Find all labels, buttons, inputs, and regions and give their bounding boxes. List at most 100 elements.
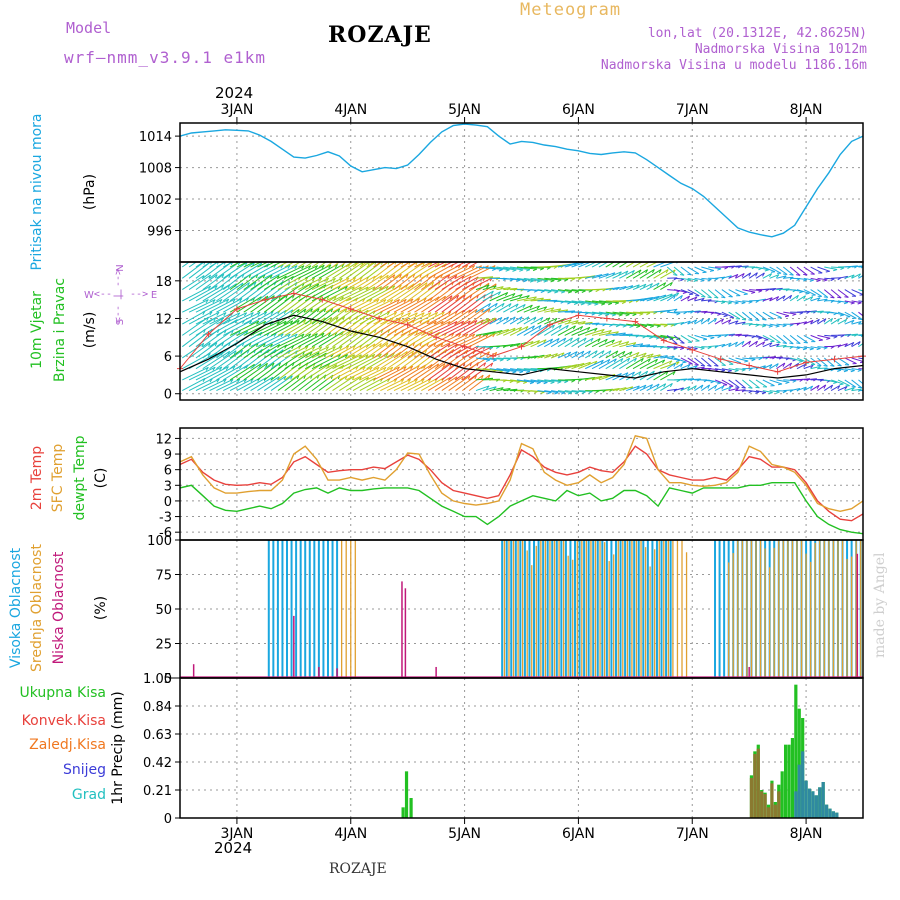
wind-arrow (291, 265, 318, 279)
wind-arrow (441, 262, 454, 268)
wind-arrow-head (539, 267, 544, 271)
gust-marker (831, 356, 838, 363)
wind-arrow (666, 362, 676, 370)
wind-arrow-head (816, 385, 820, 390)
wind-arrow (626, 323, 641, 327)
wind-arrow (796, 363, 807, 370)
wind-arrow (298, 262, 308, 268)
wind-arrow-head (449, 295, 453, 300)
wind-arrow-head (721, 318, 724, 323)
precip-bar (404, 771, 409, 818)
wind-arrow-head (486, 385, 490, 390)
wind-arrow (694, 266, 707, 273)
wind-arrow-head (475, 253, 477, 256)
wind-arrow (188, 378, 213, 392)
wind-arrow (803, 296, 814, 302)
wind-arrow (680, 277, 691, 281)
wind-arrow (257, 349, 284, 370)
temp-unit: (C) (93, 468, 109, 489)
wind-arrow (345, 276, 369, 291)
wind-arrow (844, 319, 855, 325)
wind-arrow (694, 318, 704, 325)
wind-arrow (653, 370, 669, 381)
wind-arrow-head (249, 252, 251, 255)
wind-arrow-head (351, 354, 355, 359)
wind-arrow (243, 342, 266, 359)
wind-arrow-head (497, 291, 501, 296)
wind-arrow-head (504, 292, 509, 296)
wind-arrow (810, 366, 821, 370)
wind-arrow-head (253, 281, 257, 286)
wind-arrow-head (673, 347, 678, 351)
wind-arrow (441, 320, 471, 336)
wind-arrow-head (680, 342, 685, 344)
wind-arrow (380, 273, 402, 291)
wind-speed-line (180, 314, 863, 379)
wind-arrow (551, 277, 569, 280)
wind-arrow-head (784, 315, 790, 318)
wind-arrow (837, 275, 848, 279)
wind-arrow-head (748, 319, 753, 321)
wind-arrow (851, 341, 861, 348)
wind-arrow-head (728, 342, 732, 347)
wind-arrow-head (206, 248, 208, 252)
wind-arrow-head (762, 318, 767, 321)
wind-arrow (721, 275, 732, 279)
wind-arrow-head (567, 392, 572, 395)
wind-arrow (803, 357, 816, 365)
wind-arrow-head (605, 313, 610, 317)
wind-arrow (680, 289, 694, 295)
wind-arrow (755, 298, 766, 302)
wind-arrow-head (714, 278, 719, 281)
wind-arrow-head (228, 250, 230, 254)
wind-arrow (605, 387, 620, 392)
wind-arrow-head (868, 360, 872, 361)
wind-arrow (257, 376, 280, 392)
y-tick-label: 0.21 (143, 784, 172, 799)
wind-arrow (564, 300, 585, 305)
wind-arrow-head (454, 321, 458, 325)
wind-arrow-head (645, 370, 649, 375)
wind-arrow (585, 300, 606, 305)
wind-arrow (270, 375, 293, 392)
wind-arrow-head (709, 270, 714, 272)
wind-arrow (796, 295, 806, 302)
wind-arrow-head (638, 371, 642, 376)
wind-arrow-head (240, 349, 244, 354)
wind-arrow-head (543, 280, 548, 283)
wind-arrow (755, 266, 769, 271)
gust-marker (490, 353, 497, 360)
wind-arrow (735, 273, 745, 279)
wind-arrow (243, 311, 267, 325)
wind-arrow (653, 282, 666, 291)
wind-arrow-head (547, 391, 552, 395)
wind-arrow (735, 368, 746, 371)
wind-arrow (728, 311, 741, 320)
wind-arrow (858, 357, 863, 360)
wind-arrow (817, 266, 830, 272)
wind-arrow-head (565, 325, 569, 330)
wind-arrow-head (830, 365, 835, 367)
wind-arrow (182, 285, 211, 302)
wind-arrow-head (208, 274, 212, 279)
x-tick-label-bottom: 8JAN (790, 826, 823, 842)
wind-arrow-head (398, 249, 400, 253)
wind-arrow-head (481, 308, 484, 313)
wind-arrow (769, 296, 779, 302)
wind-arrow (393, 378, 418, 392)
wind-arrow-head (290, 375, 293, 380)
wind-arrow (277, 333, 305, 348)
wind-arrow (831, 344, 842, 348)
wind-arrow (735, 389, 746, 392)
wind-arrow (742, 311, 753, 321)
wind-arrow (188, 299, 216, 313)
wind-arrow (721, 342, 732, 348)
wind-arrow-head (441, 253, 443, 256)
wind-arrow (714, 368, 725, 371)
wind-arrow (728, 289, 741, 297)
wind-arrow-head (314, 333, 318, 338)
wind-arrow-head (789, 273, 794, 276)
wind-arrow (496, 357, 511, 360)
wind-arrow (619, 386, 633, 392)
wind-arrow (311, 364, 337, 381)
